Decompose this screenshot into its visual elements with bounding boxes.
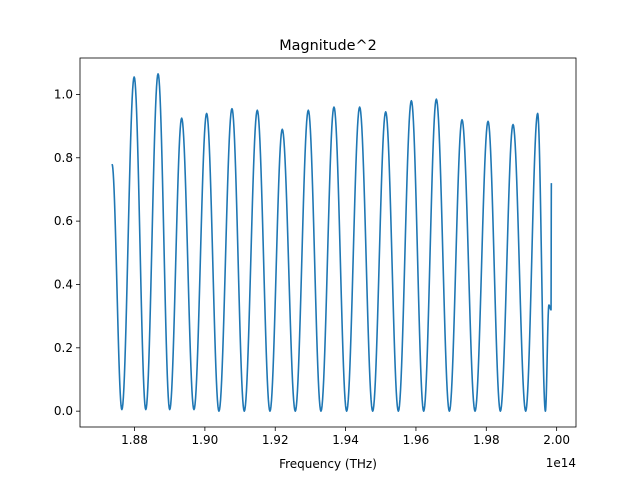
y-tick-label: 0.8	[54, 151, 73, 165]
y-tick-label: 0.2	[54, 341, 73, 355]
y-tick-label: 0.6	[54, 214, 73, 228]
chart-title: Magnitude^2	[279, 38, 376, 54]
y-tick-label: 1.0	[54, 87, 73, 101]
plot-lines	[111, 73, 553, 412]
plot-frame	[79, 57, 577, 428]
x-tick-label: 1.96	[403, 433, 430, 447]
y-axis-ticks: 0.0 0.2 0.4 0.6 0.8 1.0	[54, 87, 80, 418]
x-tick-label: 2.00	[543, 433, 570, 447]
x-axis-offset-label: 1e14	[546, 456, 576, 470]
x-tick-label: 1.94	[332, 433, 359, 447]
y-tick-label: 0.4	[54, 277, 73, 291]
x-tick-label: 1.90	[192, 433, 219, 447]
x-tick-label: 1.92	[262, 433, 289, 447]
x-axis-ticks: 1.88 1.90 1.92 1.94 1.96 1.98 2.00	[121, 427, 570, 447]
x-axis-label: Frequency (THz)	[279, 457, 377, 471]
x-tick-label: 1.88	[121, 433, 148, 447]
magnitude-series-line	[111, 73, 553, 412]
x-tick-label: 1.98	[473, 433, 500, 447]
y-tick-label: 0.0	[54, 404, 73, 418]
